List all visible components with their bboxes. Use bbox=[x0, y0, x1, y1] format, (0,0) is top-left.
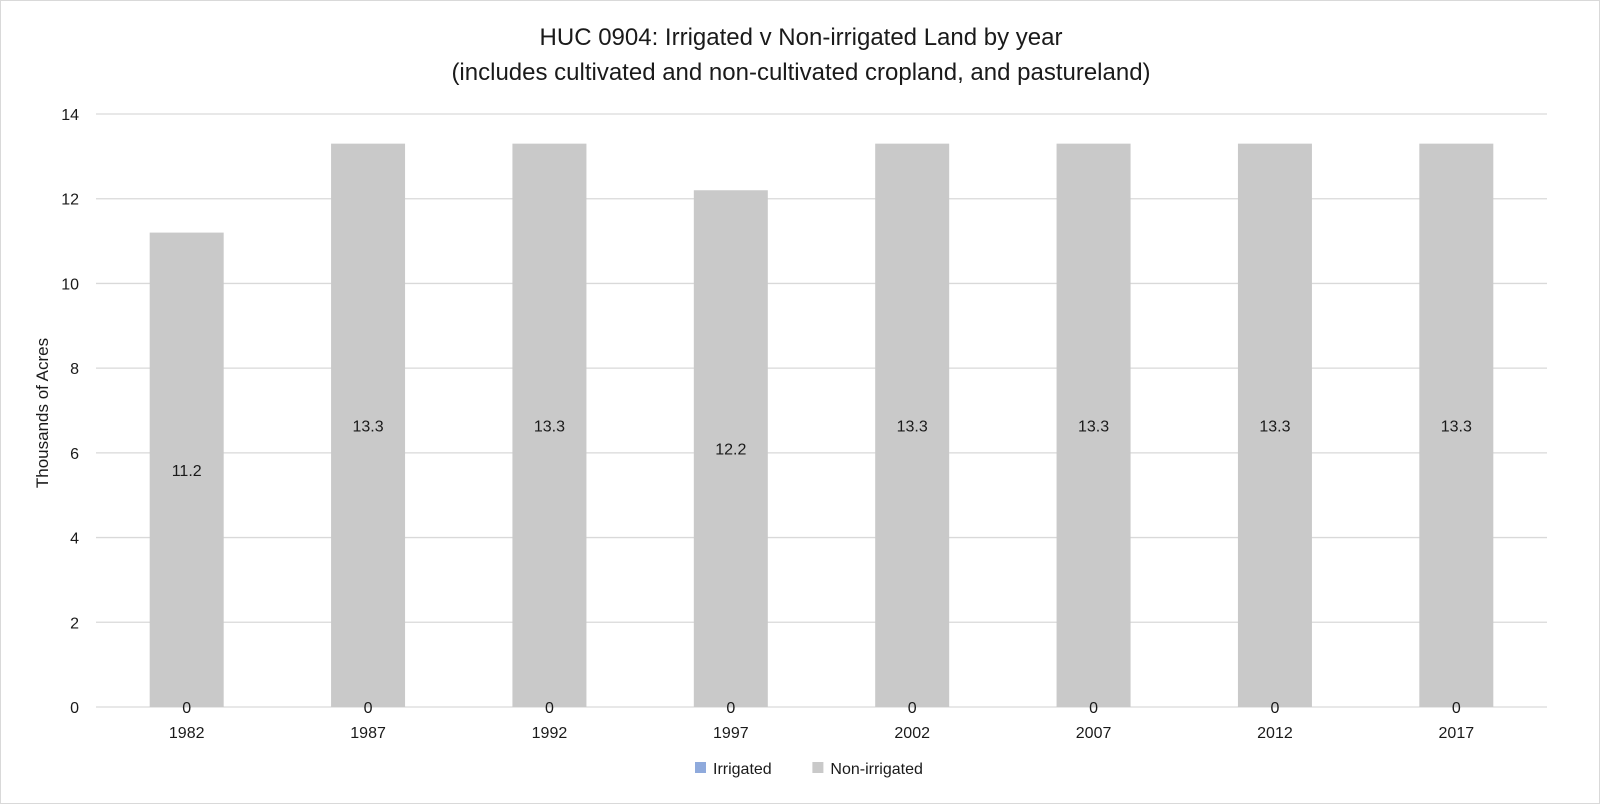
x-tick-label: 2017 bbox=[1439, 725, 1475, 742]
data-label-non-irrigated: 13.3 bbox=[1078, 418, 1109, 435]
chart-subtitle: (includes cultivated and non-cultivated … bbox=[451, 59, 1150, 86]
data-label-irrigated: 0 bbox=[908, 700, 917, 717]
data-label-non-irrigated: 13.3 bbox=[1259, 418, 1290, 435]
legend: Irrigated Non-irrigated bbox=[695, 761, 923, 778]
bar-non-irrigated bbox=[1056, 143, 1131, 707]
bar-non-irrigated bbox=[331, 143, 406, 707]
chart-title: HUC 0904: Irrigated v Non-irrigated Land… bbox=[540, 24, 1063, 51]
x-tick-label: 1982 bbox=[169, 725, 205, 742]
y-axis-title: Thousands of Acres bbox=[33, 338, 52, 488]
data-label-non-irrigated: 13.3 bbox=[897, 418, 928, 435]
data-label-non-irrigated: 13.3 bbox=[352, 418, 383, 435]
y-tick-label: 2 bbox=[70, 615, 79, 632]
x-tick-label: 2007 bbox=[1076, 725, 1112, 742]
data-labels: 0 11.2 0 13.3 0 13.3 0 12.2 0 13.3 0 13.3 0 13.3 0 13.3 bbox=[172, 418, 1472, 717]
x-tick-label: 1987 bbox=[350, 725, 386, 742]
bar-non-irrigated bbox=[693, 190, 768, 707]
y-tick-label: 14 bbox=[61, 107, 79, 124]
bar-non-irrigated bbox=[1237, 143, 1312, 707]
data-label-irrigated: 0 bbox=[1452, 700, 1461, 717]
data-label-non-irrigated: 13.3 bbox=[1441, 418, 1472, 435]
data-label-non-irrigated: 11.2 bbox=[172, 463, 202, 480]
data-label-irrigated: 0 bbox=[726, 700, 735, 717]
x-axis-ticks: 1982 1987 1992 1997 2002 2007 2012 2017 bbox=[169, 725, 1474, 742]
data-label-non-irrigated: 12.2 bbox=[715, 442, 746, 459]
x-tick-label: 2012 bbox=[1257, 725, 1293, 742]
bars bbox=[149, 143, 1494, 707]
bar-non-irrigated bbox=[512, 143, 587, 707]
y-axis-ticks: 0 2 4 6 8 10 12 14 bbox=[61, 107, 79, 717]
bar-non-irrigated bbox=[875, 143, 950, 707]
x-tick-label: 1992 bbox=[532, 725, 568, 742]
x-tick-label: 1997 bbox=[713, 725, 749, 742]
y-tick-label: 8 bbox=[70, 361, 79, 378]
legend-swatch bbox=[695, 762, 706, 773]
legend-label: Non-irrigated bbox=[830, 761, 922, 778]
data-label-irrigated: 0 bbox=[545, 700, 554, 717]
data-label-non-irrigated: 13.3 bbox=[534, 418, 565, 435]
x-tick-label: 2002 bbox=[894, 725, 930, 742]
data-label-irrigated: 0 bbox=[1270, 700, 1279, 717]
data-label-irrigated: 0 bbox=[182, 700, 191, 717]
y-tick-label: 10 bbox=[61, 276, 79, 293]
y-tick-label: 0 bbox=[70, 700, 79, 717]
y-tick-label: 12 bbox=[61, 192, 79, 209]
bar-non-irrigated bbox=[1419, 143, 1494, 707]
bar-non-irrigated bbox=[149, 232, 224, 707]
data-label-irrigated: 0 bbox=[1089, 700, 1098, 717]
gridlines bbox=[96, 113, 1547, 708]
y-tick-label: 4 bbox=[70, 531, 79, 548]
legend-label: Irrigated bbox=[713, 761, 772, 778]
y-tick-label: 6 bbox=[70, 446, 79, 463]
data-label-irrigated: 0 bbox=[364, 700, 373, 717]
legend-swatch bbox=[812, 762, 824, 773]
